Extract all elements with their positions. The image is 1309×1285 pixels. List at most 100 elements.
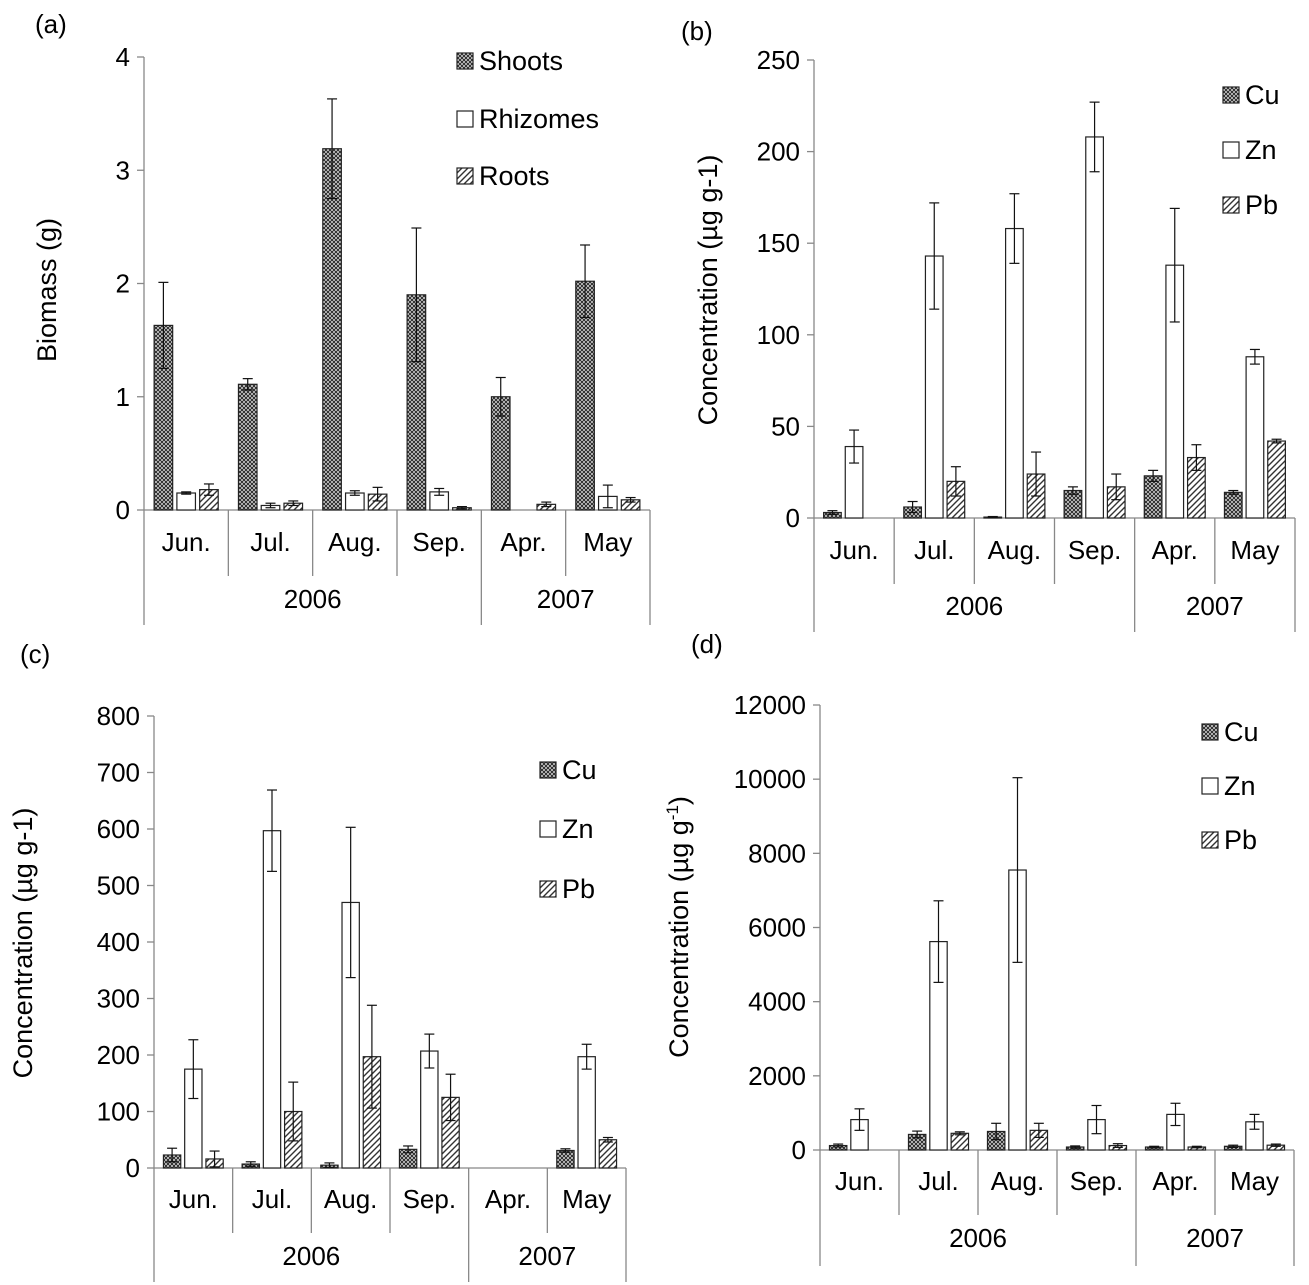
panel-b-y-tick-label: 50 <box>771 411 800 441</box>
panel-c-y-tick-label: 600 <box>97 814 140 844</box>
panel-d-y-tick-label: 12000 <box>734 690 806 720</box>
panel-a-category-label: May <box>583 527 632 557</box>
panel-b-legend-label: Pb <box>1245 190 1278 220</box>
panel-d-y-tick-label: 4000 <box>748 987 806 1017</box>
panel-c-y-tick-label: 100 <box>97 1097 140 1127</box>
panel-b-bar-cu <box>1223 491 1243 519</box>
panel-b-bar-zn <box>1004 227 1024 519</box>
panel-b-category-label: Aug. <box>988 535 1042 565</box>
panel-c-y-axis-title: Concentration (µg g-1) <box>8 808 38 1079</box>
panel-b-label: (b) <box>681 16 713 46</box>
panel-c-category-label: Jun. <box>169 1184 218 1214</box>
panel-d: (d) Concentration (µg g-1) 0 2000 4000 6000… <box>663 629 1295 1266</box>
panel-d-group-label: 2007 <box>1186 1223 1244 1253</box>
panel-c-y-tick-label: 400 <box>97 927 140 957</box>
panel-c-bar-zn <box>577 1056 596 1169</box>
panel-a-legend-swatch-roots <box>456 167 474 185</box>
panel-c-legend-label: Cu <box>562 755 597 785</box>
panel-b-legend-swatch-cu <box>1222 86 1240 104</box>
panel-d-plot: 0 2000 4000 6000 8000 10000 12000 Jun. Jul. Aug. S… <box>734 690 1295 1266</box>
panel-c-group-label: 2007 <box>518 1241 576 1271</box>
panel-a-y-axis-title: Biomass (g) <box>32 218 62 362</box>
panel-a-category-label: Aug. <box>328 527 382 557</box>
panel-c-y-tick-label: 200 <box>97 1040 140 1070</box>
panel-a-legend-swatch-shoots <box>456 52 474 70</box>
panel-d-category-label: Apr. <box>1152 1166 1198 1196</box>
panel-b-y-tick-label: 100 <box>757 320 800 350</box>
panel-d-bar-pb <box>950 1132 970 1151</box>
panel-c-y-tick-label: 500 <box>97 871 140 901</box>
panel-b-legend-label: Cu <box>1245 80 1280 110</box>
panel-c-legend-label: Pb <box>562 874 595 904</box>
panel-a-group-label: 2006 <box>284 584 342 614</box>
panel-b-legend-swatch-zn <box>1222 141 1240 159</box>
panel-b-plot: 0 50 100 150 200 250 Jun. Jul. Aug. Sep. Apr. May 20… <box>757 45 1296 632</box>
panel-a-legend-label: Rhizomes <box>479 104 599 134</box>
panel-b-y-tick-label: 0 <box>786 503 800 533</box>
panel-d-legend-label: Pb <box>1224 825 1257 855</box>
panel-d-y-tick-label: 6000 <box>748 913 806 943</box>
panel-c-legend-swatch-cu <box>539 761 557 779</box>
panel-a-y-tick-label: 4 <box>116 42 130 72</box>
panel-a-bar-rhizomes <box>176 492 197 511</box>
panel-a-y-tick-label: 3 <box>116 155 130 185</box>
panel-a-y-tick-label: 2 <box>116 269 130 299</box>
panel-a-label: (a) <box>35 9 67 39</box>
panel-d-category-label: Aug. <box>991 1166 1045 1196</box>
panel-a-category-label: Apr. <box>500 527 546 557</box>
panel-d-y-tick-label: 10000 <box>734 764 806 794</box>
panel-b-group-label: 2007 <box>1186 591 1244 621</box>
panel-c-category-label: Sep. <box>403 1184 457 1214</box>
panel-a-category-label: Sep. <box>412 527 466 557</box>
panel-c-y-tick-label: 300 <box>97 984 140 1014</box>
panel-c-legend-swatch-zn <box>539 820 557 838</box>
panel-c-legend-label: Zn <box>562 814 594 844</box>
panel-a-group-label: 2007 <box>537 584 595 614</box>
panel-b-category-label: Jun. <box>830 535 879 565</box>
panel-d-y-tick-label: 0 <box>792 1135 806 1165</box>
panel-b-y-axis-title: Concentration (µg g-1) <box>693 155 723 426</box>
panel-b: (b) Concentration (µg g-1) 0 50 100 150 200 2… <box>681 16 1296 632</box>
panel-d-legend-swatch-zn <box>1201 777 1219 795</box>
panel-d-label: (d) <box>691 629 723 659</box>
panel-c-category-label: Apr. <box>485 1184 531 1214</box>
panel-b-bar-zn <box>1245 356 1265 519</box>
panel-b-legend-label: Zn <box>1245 135 1277 165</box>
panel-d-category-label: Sep. <box>1070 1166 1124 1196</box>
panel-d-legend-label: Cu <box>1224 717 1259 747</box>
panel-a-y-tick-label: 0 <box>116 495 130 525</box>
panel-c-legend-swatch-pb <box>539 880 557 898</box>
panel-c-bar-cu <box>556 1149 575 1169</box>
panel-b-bar-pb <box>1267 440 1286 519</box>
panel-a-category-label: Jul. <box>250 527 290 557</box>
panel-b-y-tick-label: 250 <box>757 45 800 75</box>
panel-b-category-label: Sep. <box>1068 535 1122 565</box>
panel-d-category-label: May <box>1230 1166 1279 1196</box>
panel-b-category-label: Jul. <box>914 535 954 565</box>
panel-d-category-label: Jul. <box>918 1166 958 1196</box>
panel-d-y-axis-title: Concentration (µg g-1) <box>663 796 694 1058</box>
panel-a-category-label: Jun. <box>162 527 211 557</box>
panel-d-legend-label: Zn <box>1224 771 1256 801</box>
panel-c-y-tick-label: 0 <box>126 1153 140 1183</box>
panel-d-category-label: Jun. <box>835 1166 884 1196</box>
panel-b-y-tick-label: 200 <box>757 137 800 167</box>
panel-c-label: (c) <box>20 639 50 669</box>
panel-b-category-label: May <box>1230 535 1279 565</box>
panel-a: (a) Biomass (g) 0 1 2 3 4 Jun. Jul. Aug. Sep. Apr… <box>32 9 651 625</box>
panel-b-legend-swatch-pb <box>1222 196 1240 214</box>
panel-c-y-tick-label: 800 <box>97 701 140 731</box>
panel-b-category-label: Apr. <box>1152 535 1198 565</box>
panel-c-category-label: Aug. <box>324 1184 378 1214</box>
panel-b-bar-zn <box>1085 136 1105 519</box>
panel-c-plot: 0 100 200 300 400 500 600 700 800 Jun. Jul. Aug. Sep… <box>97 701 627 1282</box>
panel-d-group-label: 2006 <box>949 1223 1007 1253</box>
panel-c: (c) Concentration (µg g-1) 0 100 200 300 400… <box>8 639 627 1282</box>
panel-a-legend-label: Roots <box>479 161 550 191</box>
panel-d-legend-swatch-cu <box>1201 723 1219 741</box>
panel-c-bar-pb <box>598 1139 618 1169</box>
panel-a-legend-label: Shoots <box>479 46 563 76</box>
panel-c-y-tick-label: 700 <box>97 758 140 788</box>
panel-c-category-label: Jul. <box>252 1184 292 1214</box>
